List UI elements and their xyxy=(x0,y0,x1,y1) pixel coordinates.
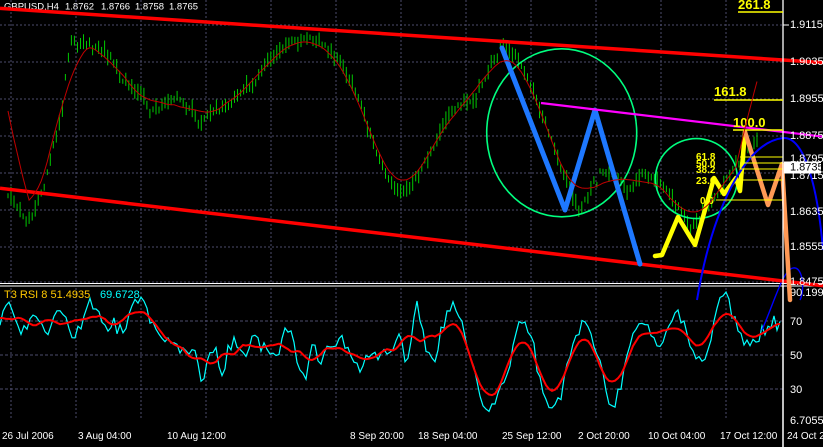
svg-text:6.7055: 6.7055 xyxy=(790,415,823,427)
svg-text:T3 RSI 8 51.4935: T3 RSI 8 51.4935 xyxy=(4,289,90,301)
svg-text:26 Jul 2006: 26 Jul 2006 xyxy=(2,431,54,442)
svg-text:69.6728: 69.6728 xyxy=(100,289,140,301)
svg-text:90.199: 90.199 xyxy=(790,287,823,299)
svg-text:70: 70 xyxy=(790,316,802,328)
svg-text:1.8762: 1.8762 xyxy=(65,2,94,13)
svg-text:1.9035: 1.9035 xyxy=(790,56,823,68)
svg-text:1.8735: 1.8735 xyxy=(790,162,823,174)
svg-text:8 Sep 20:00: 8 Sep 20:00 xyxy=(350,431,404,442)
svg-text:1.8766: 1.8766 xyxy=(101,2,130,13)
svg-text:50: 50 xyxy=(790,350,802,362)
svg-text:261.8: 261.8 xyxy=(738,0,771,12)
svg-text:10 Aug 12:00: 10 Aug 12:00 xyxy=(167,431,226,442)
svg-text:1.8475: 1.8475 xyxy=(790,276,823,288)
svg-text:24 Oct 20:00: 24 Oct 20:00 xyxy=(787,431,823,442)
svg-text:1.8758: 1.8758 xyxy=(135,2,164,13)
svg-text:30: 30 xyxy=(790,384,802,396)
svg-text:18 Sep 04:00: 18 Sep 04:00 xyxy=(418,431,478,442)
svg-text:17 Oct 12:00: 17 Oct 12:00 xyxy=(720,431,778,442)
svg-text:100.0: 100.0 xyxy=(733,115,766,130)
svg-text:1.8765: 1.8765 xyxy=(169,2,198,13)
svg-text:1.8955: 1.8955 xyxy=(790,93,823,105)
svg-text:1.9115: 1.9115 xyxy=(790,19,823,31)
svg-text:25 Sep 12:00: 25 Sep 12:00 xyxy=(502,431,562,442)
svg-text:23.6: 23.6 xyxy=(696,176,716,187)
svg-text:1.8635: 1.8635 xyxy=(790,206,823,218)
svg-text:10 Oct 04:00: 10 Oct 04:00 xyxy=(648,431,706,442)
svg-text:38.2: 38.2 xyxy=(696,165,716,176)
svg-text:1.8875: 1.8875 xyxy=(790,130,823,142)
svg-text:2 Oct 20:00: 2 Oct 20:00 xyxy=(578,431,630,442)
svg-text:1.8555: 1.8555 xyxy=(790,241,823,253)
svg-text:3 Aug 04:00: 3 Aug 04:00 xyxy=(78,431,132,442)
svg-text:161.8: 161.8 xyxy=(714,84,747,99)
